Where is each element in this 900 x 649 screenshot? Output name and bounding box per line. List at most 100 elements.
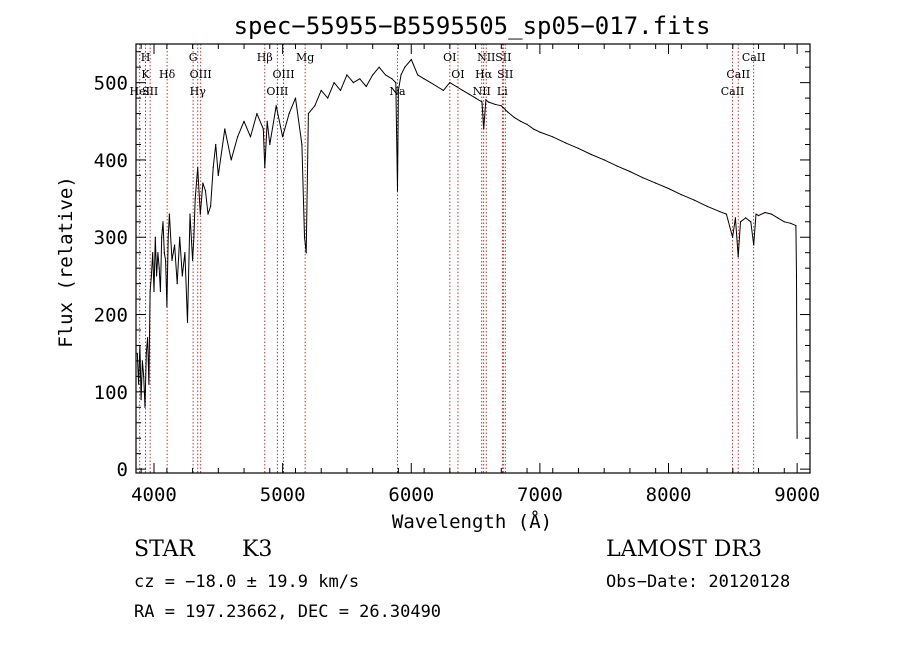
data-point [483,128,485,130]
data-point [136,352,138,354]
data-point [162,221,164,223]
data-point [487,101,489,103]
data-point [237,136,239,138]
data-point [163,252,165,254]
line-label: OIII [266,85,288,98]
data-point [288,113,290,115]
data-point [449,82,451,84]
data-point [230,159,232,161]
series-layer [136,58,798,439]
data-point [207,213,209,215]
data-point [734,217,737,219]
x-tick-label: 5000 [260,484,306,506]
data-point [346,74,348,76]
data-point [795,225,797,227]
data-point [212,167,214,169]
data-point [149,290,151,292]
data-point [391,78,393,80]
data-point [141,360,143,362]
data-point [539,131,541,133]
line-label: Hδ [159,68,176,81]
data-point [629,170,631,173]
object-subclass: K3 [242,537,273,562]
x-tick-label: 9000 [774,484,820,506]
data-point [513,116,515,118]
y-tick-label: 500 [94,73,128,95]
line-label: Hγ [190,85,207,98]
data-point [378,66,380,68]
data-point [269,143,271,146]
data-point [410,58,412,61]
data-point [770,213,773,215]
data-point [365,85,367,88]
observation-date: Obs−Date: 20120128 [606,572,791,592]
data-point [796,437,798,439]
chart-title: spec−55955−B5595505_sp05−017.fits [234,12,711,40]
data-point [215,143,217,146]
line-label: CaII [721,85,745,98]
data-point [777,217,779,219]
line-label: HeI [130,85,150,98]
data-point [179,236,181,238]
line-label: Mg [296,51,314,64]
data-point [359,78,361,80]
y-tick-label: 200 [94,305,128,327]
line-label: Li [497,85,508,98]
data-point [693,199,695,201]
line-label: Hβ [257,51,273,64]
data-point [590,153,592,156]
data-point [396,190,399,192]
data-point [395,82,397,84]
data-point [145,352,147,354]
data-point [314,105,316,107]
data-point [333,82,335,84]
redshift-cz: cz = −18.0 ± 19.9 km/s [134,572,360,592]
data-point [745,217,747,219]
data-point [320,89,322,91]
data-point [667,187,670,190]
data-point [462,89,464,91]
data-point [197,167,199,169]
data-point [147,337,149,339]
data-point [150,275,152,277]
line-label: NII [473,85,491,98]
line-label: Na [389,85,406,98]
axes: 4000 5000 6000 7000 8000 9000 0 100 200 300 400 500 [94,44,820,506]
data-point [616,165,618,167]
x-tick-label: 4000 [131,484,177,506]
data-point [339,89,342,91]
data-point [790,222,792,224]
data-point [275,105,277,107]
data-point [400,74,402,76]
data-point [166,306,168,308]
data-point [159,290,161,292]
data-point [739,221,742,223]
x-tick-label: 7000 [517,484,563,506]
data-point [210,205,212,207]
data-point [171,259,173,261]
data-point [655,182,657,184]
data-point [719,211,721,213]
line-label: OIII [273,68,295,81]
data-point [417,74,419,76]
line-label: SII [142,85,158,98]
line-label: OIII [190,68,212,81]
line-label: NII [477,51,495,64]
data-point [430,82,432,84]
data-point [475,97,477,99]
data-point [706,205,708,207]
plot-frame [135,43,811,474]
line-label: K [141,68,150,81]
data-point [352,82,354,84]
data-point [750,221,752,223]
y-tick-label: 300 [94,227,128,249]
data-point [783,221,785,223]
object-class: STAR [134,537,195,562]
y-axis-label: Flux (relative) [55,176,77,348]
data-point [532,128,535,130]
data-point [266,120,268,122]
data-point [737,256,739,258]
data-point [199,213,201,215]
y-tick-label: 0 [117,459,128,481]
